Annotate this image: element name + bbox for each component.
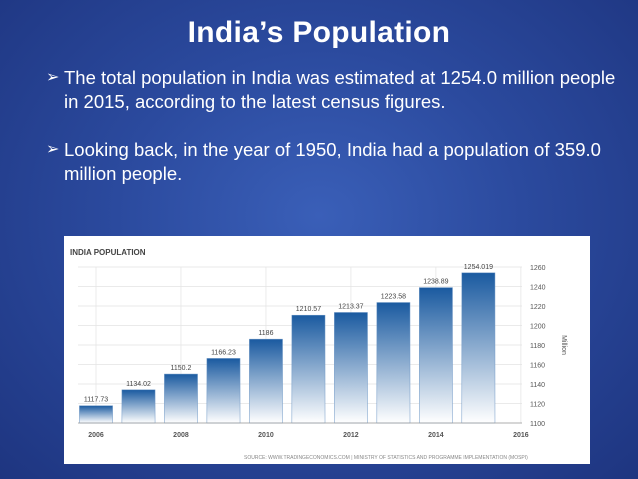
population-chart: INDIA POPULATION SOURCE: WWW.TRADINGECON… (64, 236, 590, 464)
bar-value-label: 1186 (258, 330, 273, 337)
bullet-text: Looking back, in the year of 1950, India… (64, 139, 601, 184)
bar (334, 312, 368, 424)
bar-value-label: 1223.58 (381, 294, 406, 301)
bar-value-label: 1150.2 (171, 365, 192, 372)
bar-value-label: 1254.019 (464, 264, 493, 271)
bar-value-label: 1134.02 (126, 381, 151, 388)
bar (291, 314, 326, 424)
chart-source: SOURCE: WWW.TRADINGECONOMICS.COM | MINIS… (244, 455, 528, 461)
y-tick-label: 1240 (530, 285, 546, 292)
bullet-list: ➢ The total population in India was esti… (46, 66, 616, 186)
x-tick-label: 2010 (258, 432, 274, 439)
bar-value-label: 1166.23 (211, 349, 236, 356)
y-tick-label: 1140 (530, 382, 545, 389)
bar (376, 302, 411, 424)
y-tick-label: 1260 (530, 265, 546, 272)
arrow-bullet-icon: ➢ (46, 141, 60, 158)
x-tick-label: 2006 (88, 432, 104, 439)
chart-title: INDIA POPULATION (70, 248, 146, 257)
slide-title: India’s Population (187, 16, 451, 49)
bar (164, 373, 198, 424)
bullet-item: ➢ Looking back, in the year of 1950, Ind… (46, 138, 616, 186)
bar-value-label: 1117.73 (84, 397, 108, 404)
y-tick-label: 1100 (530, 421, 545, 428)
y-tick-label: 1160 (530, 363, 545, 370)
x-tick-label: 2008 (173, 432, 189, 439)
bar (206, 358, 241, 424)
bar-value-label: 1238.89 (423, 279, 448, 286)
y-tick-label: 1200 (530, 324, 546, 331)
bar-value-label: 1213.37 (338, 303, 363, 310)
x-tick-label: 2016 (513, 432, 529, 439)
y-axis-label: Million (560, 335, 567, 355)
x-tick-label: 2012 (343, 432, 359, 439)
y-tick-label: 1180 (530, 343, 545, 350)
bar (79, 405, 113, 424)
bar-value-label: 1210.57 (296, 306, 321, 313)
x-tick-label: 2014 (428, 432, 444, 439)
bullet-item: ➢ The total population in India was esti… (46, 66, 616, 114)
y-tick-label: 1220 (530, 304, 546, 311)
arrow-bullet-icon: ➢ (46, 69, 60, 86)
bar (461, 272, 496, 424)
bar (249, 338, 283, 424)
bullet-text: The total population in India was estima… (64, 67, 616, 112)
chart-canvas: INDIA POPULATION SOURCE: WWW.TRADINGECON… (70, 248, 567, 461)
bar (121, 389, 156, 424)
bar (419, 287, 453, 424)
y-tick-label: 1120 (530, 402, 545, 409)
